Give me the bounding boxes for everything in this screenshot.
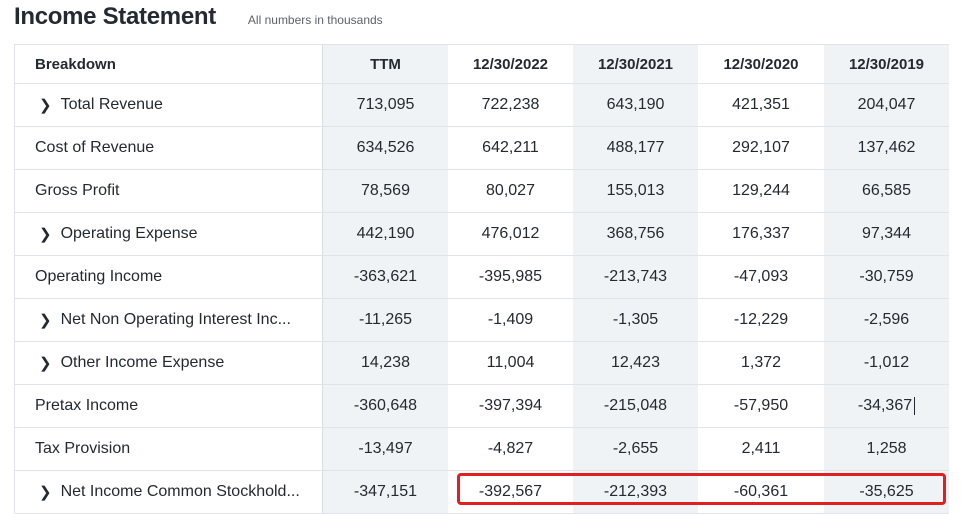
row-label: Operating Income (14, 256, 322, 298)
cell-value: -35,625 (824, 471, 949, 513)
cell-value: 442,190 (322, 213, 448, 255)
cell-value: -4,827 (487, 440, 534, 457)
cell-value: -34,367 (857, 397, 913, 414)
chevron-right-icon: ❯ (39, 355, 52, 372)
row-label: Cost of Revenue (14, 127, 322, 169)
cell-value: 12,423 (573, 342, 698, 384)
table-header-row: Breakdown TTM 12/30/2022 12/30/2021 12/3… (14, 45, 949, 84)
column-header-2020: 12/30/2020 (723, 55, 799, 73)
cell-value: -1,409 (487, 311, 534, 328)
cell-value-with-cursor: -34,367 (824, 385, 949, 427)
cell-value: 421,351 (732, 96, 790, 113)
cell-value: -347,151 (322, 471, 448, 513)
column-header-2022: 12/30/2022 (472, 55, 549, 73)
table-row: Pretax Income -360,648 -397,394 -215,048… (14, 385, 949, 428)
cell-value: -1,305 (573, 299, 698, 341)
cell-value: -60,361 (733, 483, 789, 500)
row-label: Net Income Common Stockhold... (60, 483, 300, 500)
cell-value: 176,337 (732, 225, 790, 242)
cell-value: 129,244 (732, 182, 790, 199)
cell-value: 643,190 (573, 84, 698, 126)
table-row: ❯ Total Revenue 713,095 722,238 643,190 … (14, 84, 949, 127)
row-toggle-net-non-operating-interest[interactable]: ❯ Net Non Operating Interest Inc... (14, 299, 322, 341)
row-label: Operating Expense (60, 225, 198, 242)
row-label: Net Non Operating Interest Inc... (60, 311, 291, 328)
row-label: Gross Profit (14, 170, 322, 212)
row-toggle-operating-expense[interactable]: ❯ Operating Expense (14, 213, 322, 255)
table-row: Cost of Revenue 634,526 642,211 488,177 … (14, 127, 949, 170)
row-toggle-net-income-common[interactable]: ❯ Net Income Common Stockhold... (14, 471, 322, 513)
cell-value: -395,985 (478, 268, 543, 285)
cell-value: -11,265 (322, 299, 448, 341)
cell-value: 155,013 (573, 170, 698, 212)
page-title: Income Statement (14, 3, 216, 30)
row-label: Pretax Income (14, 385, 322, 427)
cell-value: -397,394 (478, 397, 543, 414)
row-label: Tax Provision (14, 428, 322, 470)
table-row: Tax Provision -13,497 -4,827 -2,655 2,41… (14, 428, 949, 471)
cell-value: -12,229 (733, 311, 789, 328)
statement-header: Income Statement All numbers in thousand… (14, 0, 383, 40)
cell-value: 66,585 (824, 170, 949, 212)
cell-value: -213,743 (573, 256, 698, 298)
table-row: ❯ Net Income Common Stockhold... -347,15… (14, 471, 949, 514)
cell-value: -215,048 (573, 385, 698, 427)
column-header-2019: 12/30/2019 (824, 45, 949, 83)
cell-value: 78,569 (322, 170, 448, 212)
cell-value: 1,258 (824, 428, 949, 470)
cell-value: -57,950 (733, 397, 789, 414)
units-note: All numbers in thousands (247, 13, 383, 27)
column-header-breakdown: Breakdown (14, 45, 322, 83)
cell-value: -212,393 (573, 471, 698, 513)
table-row: ❯ Operating Expense 442,190 476,012 368,… (14, 213, 949, 256)
cell-value: 2,411 (741, 440, 781, 457)
cell-value: -30,759 (824, 256, 949, 298)
row-label: Total Revenue (60, 96, 163, 113)
cell-value: 1,372 (740, 354, 782, 371)
cell-value: -2,596 (824, 299, 949, 341)
row-toggle-other-income-expense[interactable]: ❯ Other Income Expense (14, 342, 322, 384)
cell-value: -47,093 (733, 268, 789, 285)
cell-value: 80,027 (486, 182, 535, 199)
cell-value: 488,177 (573, 127, 698, 169)
cell-value: 292,107 (732, 139, 790, 156)
table-row: ❯ Other Income Expense 14,238 11,004 12,… (14, 342, 949, 385)
cell-value: 713,095 (322, 84, 448, 126)
cell-value: -360,648 (322, 385, 448, 427)
table-row: ❯ Net Non Operating Interest Inc... -11,… (14, 299, 949, 342)
cell-value: 14,238 (322, 342, 448, 384)
row-label: Other Income Expense (60, 354, 225, 371)
cell-value: 97,344 (824, 213, 949, 255)
chevron-right-icon: ❯ (39, 312, 52, 329)
column-header-ttm: TTM (322, 45, 448, 83)
cell-value: 642,211 (482, 139, 539, 156)
cell-value: 204,047 (824, 84, 949, 126)
cell-value: 476,012 (481, 225, 540, 242)
table-row: Gross Profit 78,569 80,027 155,013 129,2… (14, 170, 949, 213)
cell-value: -2,655 (573, 428, 698, 470)
cell-value: 137,462 (824, 127, 949, 169)
row-toggle-total-revenue[interactable]: ❯ Total Revenue (14, 84, 322, 126)
cell-value: 634,526 (322, 127, 448, 169)
chevron-right-icon: ❯ (39, 97, 52, 114)
text-cursor (914, 397, 916, 415)
table-row: Operating Income -363,621 -395,985 -213,… (14, 256, 949, 299)
chevron-right-icon: ❯ (39, 484, 52, 501)
cell-value: -363,621 (322, 256, 448, 298)
cell-value: 368,756 (573, 213, 698, 255)
cell-value: 722,238 (481, 96, 540, 113)
cell-value: -13,497 (322, 428, 448, 470)
cell-value: -392,567 (478, 483, 543, 500)
income-statement-table: Breakdown TTM 12/30/2022 12/30/2021 12/3… (14, 44, 949, 514)
column-header-2021: 12/30/2021 (573, 45, 698, 83)
cell-value: 11,004 (486, 354, 535, 371)
cell-value: -1,012 (824, 342, 949, 384)
chevron-right-icon: ❯ (39, 226, 52, 243)
